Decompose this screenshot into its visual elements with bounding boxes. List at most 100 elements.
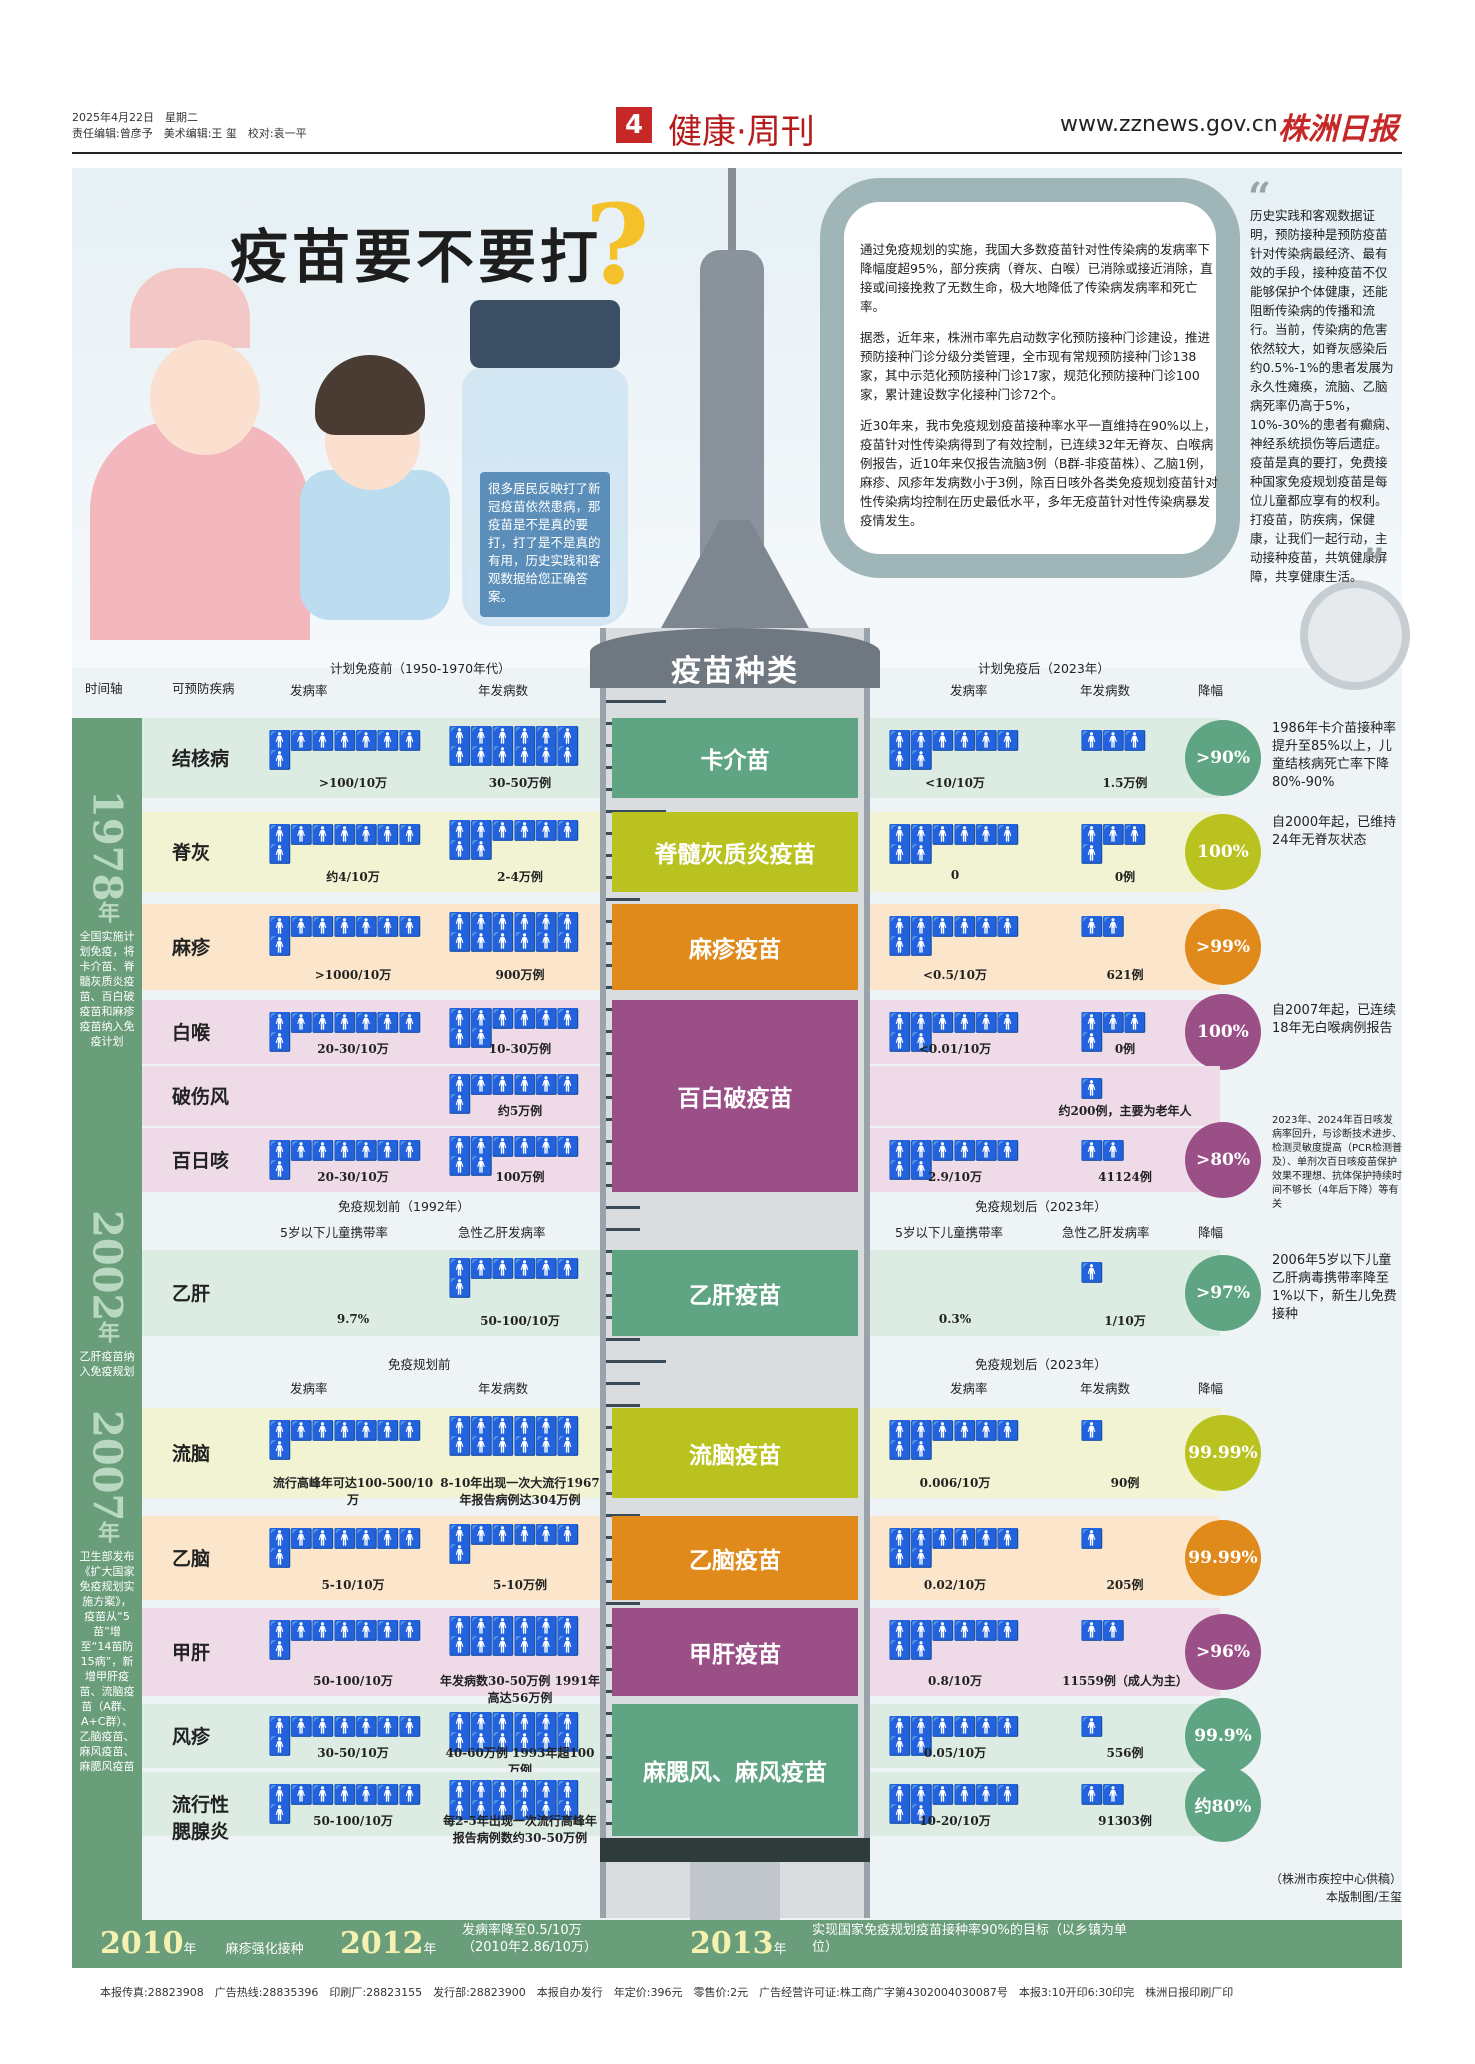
people-icons-cases: 🚹🚹🚹🚹🚹🚹🚹 [448, 1524, 580, 1565]
col-after-3: 免疫规划后（2023年） [975, 1357, 1107, 1372]
row-note: 自2000年起，已维持24年无脊灰状态 [1272, 815, 1397, 848]
after-rate: 2.9/10万 [928, 1170, 982, 1184]
before-cases: 100万例 [495, 1170, 545, 1184]
before-cases: 5-10万例 [492, 1578, 548, 1592]
row-band-right [870, 1066, 1220, 1126]
after-cases: 1/10万 [1104, 1314, 1146, 1328]
vaccine-band: 麻腮风、麻风疫苗 [612, 1704, 858, 1836]
bottom-year: 2012 [340, 1926, 424, 1961]
row-band-left [142, 1516, 600, 1600]
drop-circle: >99% [1185, 909, 1261, 985]
row-band-left [142, 1000, 600, 1064]
people-icons-cases: 🚹🚹🚹🚹🚹🚹🚹🚹🚹🚹🚹🚹 [448, 1780, 580, 1821]
people-icons-rate: 🚹🚹🚹🚹🚹🚹🚹🚹 [268, 1716, 422, 1757]
people-icons-cases: 🚹 [1080, 1716, 1104, 1738]
vaccine-band: 卡介苗 [612, 718, 858, 798]
people-icons-rate: 🚹🚹🚹🚹🚹🚹🚹🚹 [268, 1420, 422, 1461]
close-quote-icon: ” [1362, 540, 1386, 587]
people-icons-cases: 🚹 [1080, 1078, 1104, 1100]
timeline-1978: 1978 年 全国实施计划免疫，将卡介苗、脊髓灰质炎疫苗、百白破疫苗和麻疹疫苗纳… [72, 790, 142, 1055]
people-icons-cases: 🚹🚹🚹🚹🚹🚹🚹🚹🚹🚹🚹🚹 [448, 1712, 580, 1753]
before-cases: 900万例 [495, 968, 545, 982]
row-note: 自2007年起，已连续18年无白喉病例报告 [1272, 1003, 1397, 1036]
intro-paragraph: 通过免疫规划的实施，我国大多数疫苗针对性传染病的发病率下降幅度超95%，部分疾病… [860, 242, 1213, 314]
stethoscope-frame [820, 178, 1240, 578]
people-icons-rate: 🚹🚹🚹🚹🚹🚹🚹🚹 [888, 1784, 1020, 1825]
drop-circle: 99.9% [1185, 1698, 1261, 1774]
people-icons-rate: 🚹🚹🚹🚹🚹🚹🚹🚹 [268, 730, 422, 771]
after-rate: <10/10万 [925, 776, 985, 790]
bottom-desc: 实现国家免疫规划疫苗接种率90%的目标（以乡镇为单位） [812, 1923, 1127, 1955]
row-band-left [142, 1250, 600, 1336]
people-icons-rate: 🚹🚹🚹🚹🚹🚹🚹🚹 [268, 1528, 422, 1569]
col-cases: 年发病数 [1080, 683, 1131, 698]
syringe-title: 疫苗种类 [671, 654, 799, 689]
timeline-year-suffix: 年 [94, 1321, 120, 1344]
people-icons-cases: 🚹🚹🚹 [1080, 730, 1147, 752]
vaccine-band: 乙肝疫苗 [612, 1250, 858, 1336]
col-acute: 急性乙肝发病率 [458, 1225, 546, 1240]
col-rate: 发病率 [950, 683, 988, 698]
header-rule [72, 152, 1402, 154]
row-band-left [142, 904, 600, 990]
before-rate: 50-100/10万 [313, 1674, 393, 1688]
child-illustration [300, 470, 450, 620]
people-icons-cases: 🚹🚹🚹🚹🚹🚹🚹🚹 [448, 1008, 580, 1049]
page-number: 4 [616, 107, 652, 143]
bottom-year: 2013 [690, 1926, 774, 1961]
col-before-2: 免疫规划前（1992年） [338, 1199, 470, 1214]
people-icons-rate: 🚹🚹🚹🚹🚹🚹🚹🚹 [888, 1140, 1020, 1181]
col-after-1: 计划免疫后（2023年） [978, 661, 1110, 676]
bottom-2010: 2010年 麻疹强化接种 [100, 1926, 304, 1961]
intro-paragraph: 据悉，近年来，株洲市率先启动数字化预防接种门诊建设，推进预防接种门诊分级分类管理… [860, 330, 1211, 402]
bottom-timeline [72, 1920, 1402, 1968]
open-quote-icon: “ [1248, 174, 1272, 221]
syringe-tick [606, 898, 640, 901]
people-icons-rate: 🚹🚹🚹🚹🚹🚹🚹🚹 [888, 1716, 1020, 1757]
after-rate: 0 [950, 868, 960, 882]
needle-icon [728, 168, 736, 288]
after-cases: 556例 [1106, 1746, 1144, 1760]
row-band-right [870, 904, 1220, 990]
people-icons-cases: 🚹 [1080, 1528, 1104, 1550]
syringe-tick [606, 1360, 666, 1363]
disease-name: 脊灰 [172, 842, 211, 864]
timeline-2002: 2002 年 乙肝疫苗纳入免疫规划 [72, 1210, 142, 1385]
row-band-right [870, 1250, 1220, 1336]
row-band-left [142, 1128, 600, 1192]
col-drop: 降幅 [1198, 1225, 1224, 1240]
row-band-right [870, 1128, 1220, 1192]
header-meta: 2025年4月22日 星期二 责任编辑:曾彦予 美术编辑:王 玺 校对:袁一平 [72, 110, 307, 142]
col-timeline: 时间轴 [85, 681, 123, 696]
before-cases: 8-10年出现一次大流行1967年报告病例达304万例 [440, 1476, 600, 1507]
people-icons-cases: 🚹🚹 [1080, 1140, 1125, 1162]
site-url[interactable]: www.zznews.gov.cn [1060, 112, 1278, 137]
col-rate: 发病率 [290, 1381, 328, 1396]
col-rate: 发病率 [950, 1381, 988, 1396]
before-rate: 约4/10万 [326, 870, 380, 884]
syringe-tick [606, 1206, 640, 1209]
timeline-year-suffix: 年 [94, 901, 120, 924]
syringe-neck [700, 250, 764, 570]
after-cases: 621例 [1106, 968, 1144, 982]
disease-name: 结核病 [172, 748, 230, 770]
bottom-year-suffix: 年 [773, 1942, 787, 1957]
nurse-illustration [90, 420, 310, 640]
drop-circle: 100% [1185, 814, 1261, 890]
row-band-right [870, 718, 1220, 798]
row-band-right [870, 1772, 1220, 1836]
people-icons-rate: 🚹🚹🚹🚹🚹🚹🚹🚹 [268, 916, 422, 957]
row-band-right [870, 1516, 1220, 1600]
quote-text: 历史实践和客观数据证明，预防接种是预防疫苗针对传染病最经济、最有效的手段，接种疫… [1250, 208, 1398, 584]
syringe-tick [606, 1228, 640, 1231]
before-cases: 50-100/10万 [480, 1314, 560, 1328]
footer-info: 本报传真:28823908 广告热线:28835396 印刷厂:28823155… [100, 1986, 1234, 1999]
disease-name: 风疹 [172, 1726, 211, 1748]
row-note: 1986年卡介苗接种率提升至85%以上，儿童结核病死亡率下降80%-90% [1272, 721, 1397, 790]
people-icons-cases: 🚹🚹 [1080, 1784, 1125, 1806]
col-before-1: 计划免疫前（1950-1970年代） [330, 661, 511, 676]
after-cases: 1.5万例 [1102, 776, 1148, 790]
disease-name: 流脑 [172, 1443, 211, 1465]
people-icons-rate: 🚹🚹🚹🚹🚹🚹🚹🚹 [268, 1012, 422, 1053]
people-icons-cases: 🚹 [1080, 1262, 1104, 1284]
